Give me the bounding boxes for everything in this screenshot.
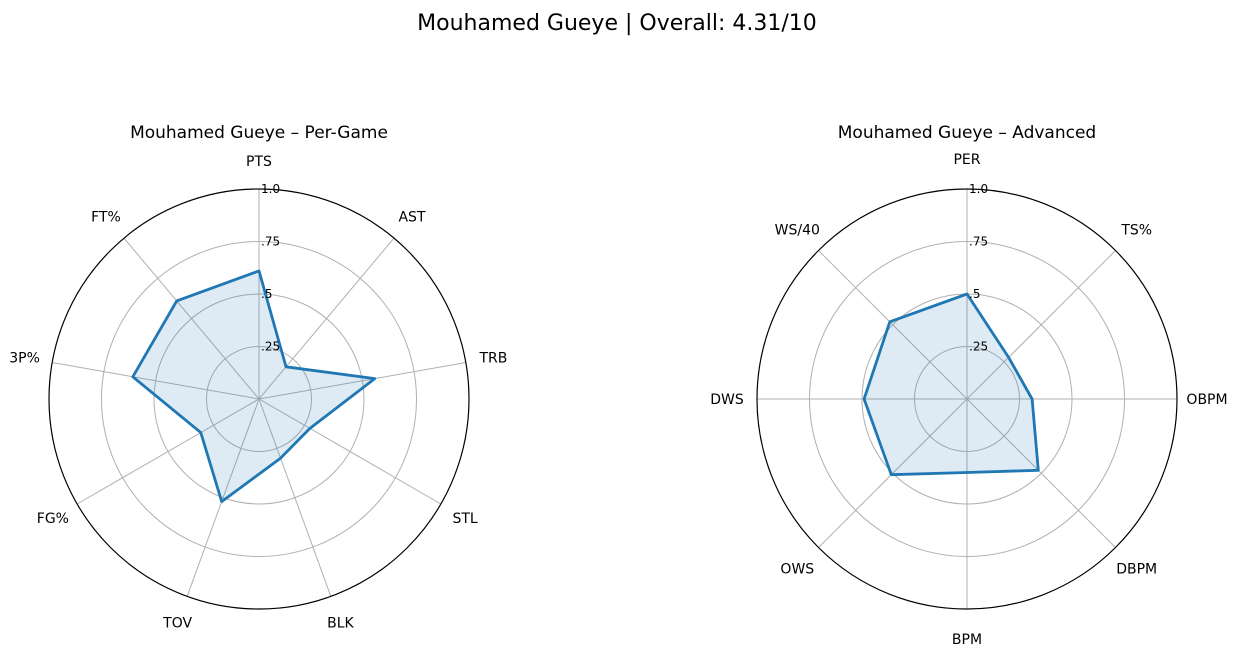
axis-label: FG%	[37, 511, 69, 527]
series-area	[864, 294, 1039, 475]
axis-label: TRB	[478, 351, 507, 367]
axis-label: STL	[452, 511, 477, 527]
spoke-line	[818, 398, 968, 548]
radial-tick-label: .5	[261, 287, 272, 301]
axis-label: OWS	[780, 562, 814, 578]
axis-label: BPM	[952, 632, 982, 648]
spoke-line	[258, 237, 395, 400]
axis-label: 3P%	[9, 351, 40, 367]
spoke-line	[186, 398, 260, 597]
spoke-line	[818, 250, 968, 400]
axis-label: DWS	[710, 392, 744, 408]
axis-label: BLK	[327, 616, 354, 632]
axis-label: PER	[953, 152, 980, 168]
radial-tick-label: .25	[969, 340, 988, 354]
axis-label: FT%	[91, 210, 121, 226]
axis-label: TOV	[162, 616, 192, 632]
spoke-line	[966, 398, 1116, 548]
spoke-line	[123, 237, 260, 400]
radial-tick-label: .5	[969, 287, 980, 301]
axis-label: WS/40	[775, 222, 820, 238]
axis-label: OBPM	[1186, 392, 1227, 408]
series-line	[862, 292, 1040, 477]
radial-tick-label: .75	[261, 235, 280, 249]
spoke-line	[258, 398, 332, 597]
radial-tick-label: 1.0	[969, 182, 988, 196]
axis-label: DBPM	[1116, 562, 1157, 578]
spoke-line	[52, 362, 260, 400]
axis-label: AST	[398, 210, 425, 226]
radar-chart-advanced: Mouhamed Gueye – Advanced .25 .5 .75 1.0 PER…	[710, 123, 1227, 648]
series-line	[131, 269, 377, 504]
spoke-line	[258, 398, 442, 505]
radial-tick-label: .75	[969, 235, 988, 249]
axis-label: PTS	[246, 154, 272, 170]
axis-label: TS%	[1120, 222, 1152, 238]
series-area	[132, 270, 375, 502]
radial-tick-label: 1.0	[261, 182, 280, 196]
spoke-line	[76, 398, 260, 505]
chart-title-per-game: Mouhamed Gueye – Per-Game	[130, 123, 388, 143]
outer-ring	[756, 188, 1178, 610]
spoke-line	[966, 250, 1116, 400]
figure-title: Mouhamed Gueye | Overall: 4.31/10	[417, 11, 817, 36]
radial-tick-label: .25	[261, 340, 280, 354]
spoke-line	[258, 362, 466, 400]
radar-chart-per-game: Mouhamed Gueye – Per-Game .25 .5 .75 1.0 PTS…	[9, 123, 507, 632]
chart-title-advanced: Mouhamed Gueye – Advanced	[838, 123, 1096, 143]
outer-ring	[48, 188, 470, 610]
